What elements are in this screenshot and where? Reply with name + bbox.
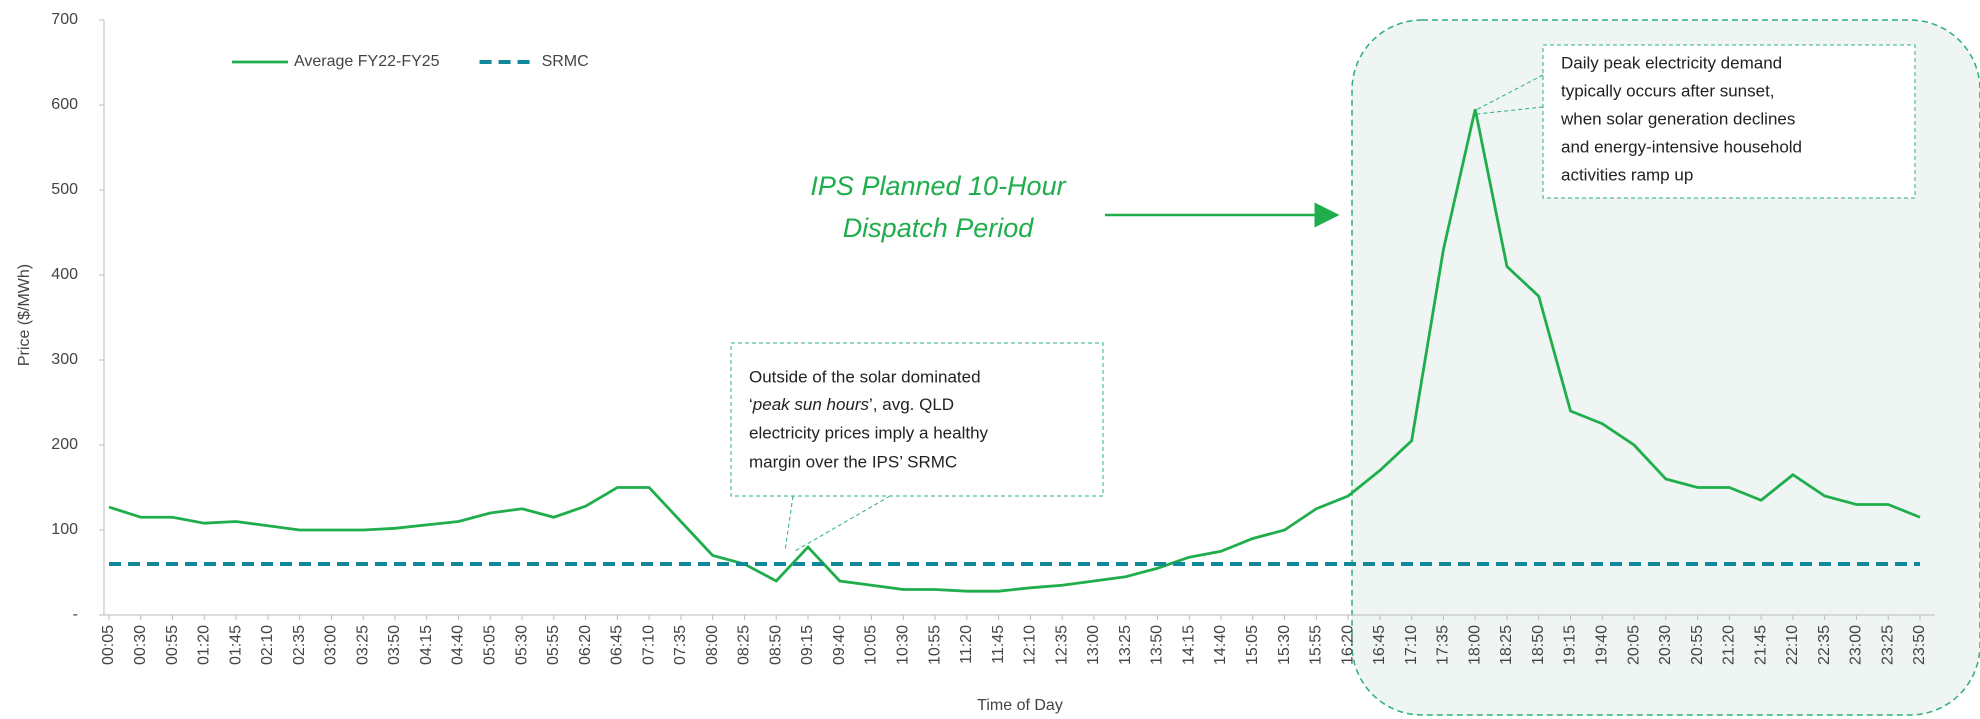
x-tick-label: 15:55 [1308,625,1325,665]
x-tick-label: 22:10 [1784,625,1801,665]
x-tick-label: 10:30 [895,625,912,665]
x-tick-label: 21:20 [1721,625,1738,665]
x-tick-label: 08:50 [767,625,784,665]
peak-note-line: activities ramp up [1561,165,1693,184]
x-tick-label: 23:50 [1911,625,1928,665]
x-tick-label: 07:35 [672,625,689,665]
x-tick-label: 22:35 [1816,625,1833,665]
x-tick-label: 19:40 [1593,625,1610,665]
y-tick-label: 500 [51,181,78,198]
x-tick-label: 16:45 [1371,625,1388,665]
x-tick-label: 20:30 [1657,625,1674,665]
x-tick-label: 16:20 [1339,625,1356,665]
x-tick-label: 06:20 [577,625,594,665]
x-tick-label: 12:10 [1022,625,1039,665]
x-tick-label: 13:50 [1149,625,1166,665]
x-tick-label: 08:25 [736,625,753,665]
y-tick-label: 600 [51,96,78,113]
x-tick-label: 11:45 [990,625,1007,664]
x-tick-label: 06:45 [609,625,626,665]
x-tick-label: 10:05 [863,625,880,665]
y-tick-label: 200 [51,436,78,453]
x-tick-label: 13:00 [1085,625,1102,665]
x-tick-label: 07:10 [640,625,657,665]
x-tick-label: 03:50 [386,625,403,665]
x-tick-label: 14:15 [1180,625,1197,665]
x-tick-label: 02:10 [259,625,276,665]
text: peak sun hours [752,395,870,414]
text: ’, avg. QLD [869,395,954,414]
peak-callout [1542,44,1916,199]
solar-note: margin over the IPS’ SRMC [749,452,957,471]
y-tick-label: 700 [51,11,78,28]
x-tick-label: 12:35 [1053,625,1070,665]
x-tick-label: 11:20 [958,625,975,664]
x-tick-label: 17:10 [1403,625,1420,665]
leader [794,495,891,552]
text: ‘ [749,395,753,414]
x-tick-label: 18:50 [1530,625,1547,665]
x-tick-label: 17:35 [1435,625,1452,665]
plot: - 100 200 300 400 500 600 700 00:05 00:30 00:55 01:… [51,11,1935,665]
y-tick-label: 300 [51,351,78,368]
leader [784,495,794,552]
dispatch-label: Dispatch Period [843,213,1035,243]
x-tick-label: 20:55 [1689,625,1706,665]
x-tick-label: 15:30 [1276,625,1293,665]
y-tick-label: 400 [51,266,78,283]
x-tick-label: 23:25 [1879,625,1896,665]
dispatch-label: IPS Planned 10-Hour [810,171,1066,201]
solar-note: electricity prices imply a healthy [749,423,989,442]
x-axis-label: Time of Day [977,697,1063,714]
peak-note-line: Daily peak electricity demand [1561,53,1782,72]
y-tick-label: - [73,606,78,623]
legend-label: SRMC [542,53,589,70]
x-tick-label: 01:45 [227,625,244,665]
solar-note: Outside of the solar dominated [749,367,981,386]
series-line [108,108,1921,593]
x-tick-label: 14:40 [1212,625,1229,665]
leader [1473,74,1544,112]
x-tick-label: 20:05 [1625,625,1642,665]
y-tick-label: 100 [51,521,78,538]
x-tick-label: 05:30 [513,625,530,665]
x-tick-label: 00:55 [164,625,181,665]
x-tick-label: 02:35 [291,625,308,665]
x-tick-label: 19:15 [1562,625,1579,665]
x-tick-label: 04:40 [450,625,467,665]
x-tick-label: 08:00 [704,625,721,665]
x-tick-label: 15:05 [1244,625,1261,665]
x-tick-label: 03:25 [354,625,371,665]
peak-note-line: and energy-intensive household [1561,137,1802,156]
peak-note-line: when solar generation declines [1560,109,1795,128]
x-tick-label: 10:55 [926,625,943,665]
x-tick-label: 23:00 [1848,625,1865,665]
x-tick-label: 00:30 [132,625,149,665]
x-tick-label: 18:25 [1498,625,1515,665]
x-tick-label: 03:00 [323,625,340,665]
solar-note: ‘peak sun hours’, avg. QLD [749,395,954,414]
x-tick-label: 09:15 [799,625,816,665]
x-tick-label: 04:15 [418,625,435,665]
x-tick-label: 13:25 [1117,625,1134,665]
x-tick-label: 00:05 [100,625,117,665]
peak-note-line: typically occurs after sunset, [1561,81,1775,100]
peak-note: Daily peak electricity demand typically o… [1560,53,1802,184]
x-tick-label: 05:05 [481,625,498,665]
x-tick-label: 05:55 [545,625,562,665]
x-tick-label: 21:45 [1752,625,1769,665]
legend-label: Average FY22-FY25 [294,53,440,70]
x-tick-label: 09:40 [831,625,848,665]
x-tick-label: 01:20 [196,625,213,665]
solar-callout [730,342,1104,497]
y-axis-label: Price ($/MWh) [16,264,33,366]
x-tick-label: 18:00 [1466,625,1483,665]
